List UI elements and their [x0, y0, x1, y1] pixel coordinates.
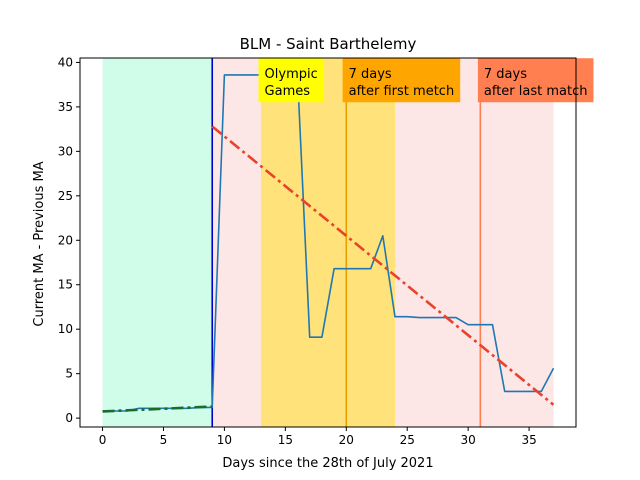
trend-line-0 [102, 405, 213, 413]
trend-lines [102, 125, 555, 413]
x-tick-label: 5 [160, 433, 168, 447]
x-tick-label: 25 [400, 433, 415, 447]
annotation-2: 7 days after last match [477, 58, 594, 103]
annotation-1: 7 days after first metch [342, 58, 461, 103]
x-tick-label: 30 [461, 433, 476, 447]
annotation-box [477, 58, 594, 103]
annotation-line2: after first metch [349, 84, 455, 99]
y-tick-label: 5 [65, 367, 73, 381]
y-tick-label: 10 [58, 322, 73, 336]
trend-line-1 [211, 125, 555, 406]
y-tick-label: 35 [58, 100, 73, 114]
annotation-box [258, 58, 324, 103]
y-tick-label: 30 [58, 144, 73, 158]
x-axis-label: Days since the 28th of July 2021 [222, 456, 433, 471]
shaded-region-0 [102, 58, 213, 427]
y-axis-ticks: 0 5 10 15 20 25 30 35 40 [58, 55, 80, 425]
annotation-line2: after last match [484, 84, 588, 99]
annotation-box [342, 58, 461, 103]
x-tick-label: 35 [521, 433, 536, 447]
x-tick-label: 0 [99, 433, 107, 447]
x-tick-label: 20 [339, 433, 354, 447]
y-tick-label: 25 [58, 189, 73, 203]
annotation-line1: Olympic [265, 67, 318, 82]
y-tick-label: 20 [58, 233, 73, 247]
annotation-line1: 7 days [349, 67, 392, 82]
annotation-line1: 7 days [484, 67, 527, 82]
x-tick-label: 10 [217, 433, 232, 447]
shaded-region-2 [260, 58, 396, 427]
x-tick-label: 15 [278, 433, 293, 447]
y-axis-label: Current MA - Previous MA [32, 161, 47, 326]
shaded-regions [102, 58, 554, 427]
chart-title: BLM - Saint Barthelemy [240, 35, 417, 53]
vertical-marker-lines [211, 58, 482, 427]
y-tick-label: 15 [58, 278, 73, 292]
y-tick-label: 0 [65, 411, 73, 425]
annotation-line2: Games [265, 84, 311, 99]
annotation-0: Olympic Games [258, 58, 324, 103]
x-axis-ticks: 0 5 10 15 20 25 30 35 [99, 427, 537, 447]
y-tick-label: 40 [58, 55, 73, 69]
plot-frame [79, 57, 577, 428]
